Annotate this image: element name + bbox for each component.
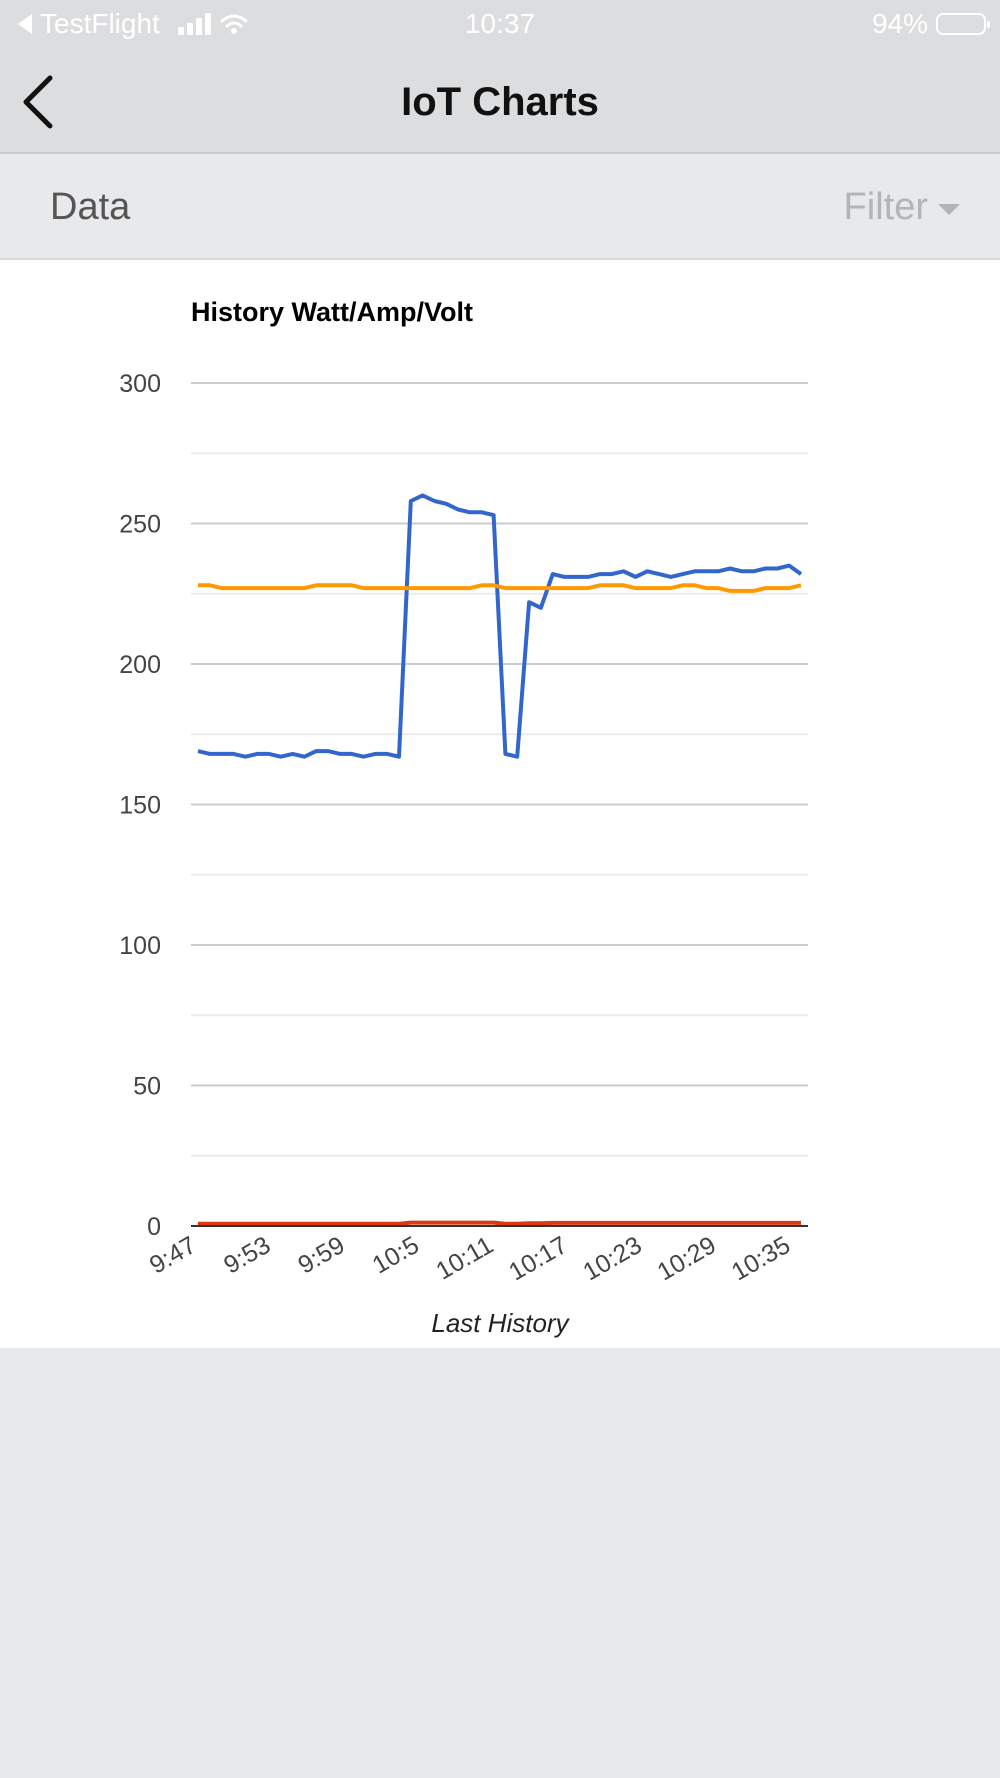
data-section-label: Data	[50, 186, 131, 228]
chart-grid	[191, 382, 808, 1157]
x-axis-ticks: 9:47 9:53 9:59 10:5 10:11 10:17 10:23 10:29 10:3…	[145, 1231, 795, 1287]
history-chart: History Watt/Amp/Volt 0 50 100 150 200 250 300…	[119, 297, 808, 1338]
back-button[interactable]	[14, 70, 74, 130]
y-tick-label: 150	[119, 792, 161, 820]
y-tick-label: 250	[119, 511, 161, 539]
y-tick-label: 200	[119, 651, 161, 679]
filter-label[interactable]: Filter	[843, 186, 928, 228]
x-tick-label: 10:35	[727, 1231, 795, 1287]
x-tick-label: 10:23	[578, 1231, 646, 1287]
back-to-app-icon[interactable]	[18, 14, 32, 34]
battery-icon	[936, 13, 990, 35]
series-line-3	[198, 1220, 801, 1226]
y-tick-label: 50	[133, 1073, 161, 1101]
x-tick-label: 10:5	[368, 1231, 424, 1280]
chart-panel: History Watt/Amp/Volt 0 50 100 150 200 250 300…	[0, 260, 1000, 1348]
x-tick-label: 10:29	[653, 1231, 721, 1287]
chevron-down-icon[interactable]	[938, 204, 960, 215]
status-time: 10:37	[464, 8, 536, 39]
back-to-app-label[interactable]: TestFlight	[40, 8, 160, 39]
chevron-left-icon[interactable]	[14, 70, 74, 130]
y-axis-ticks: 0 50 100 150 200 250 300	[119, 370, 161, 1241]
status-bar: TestFlight 10:37 94%	[0, 0, 1000, 50]
series-line-2	[198, 583, 802, 593]
x-axis-title: Last History	[431, 1308, 570, 1338]
x-tick-label: 9:53	[219, 1231, 275, 1280]
y-tick-label: 300	[119, 370, 161, 398]
page-title: IoT Charts	[401, 80, 599, 124]
filter-bar: Data Filter	[0, 154, 1000, 260]
x-tick-label: 10:11	[431, 1231, 498, 1286]
chart-title: History Watt/Amp/Volt	[191, 297, 473, 327]
chart-series	[197, 493, 803, 1226]
filter-dropdown[interactable]: Filter	[844, 186, 960, 229]
wifi-icon	[220, 14, 248, 34]
navigation-bar: IoT Charts	[0, 50, 1000, 154]
cellular-signal-icon	[177, 13, 211, 35]
status-left[interactable]: TestFlight	[18, 8, 249, 40]
status-right: 94%	[871, 8, 990, 40]
y-tick-label: 100	[119, 932, 161, 960]
battery-percent: 94%	[871, 8, 928, 39]
x-tick-label: 9:59	[293, 1231, 349, 1280]
x-tick-label: 10:17	[504, 1231, 572, 1287]
y-tick-label: 0	[147, 1213, 161, 1241]
series-line-1	[197, 493, 803, 759]
